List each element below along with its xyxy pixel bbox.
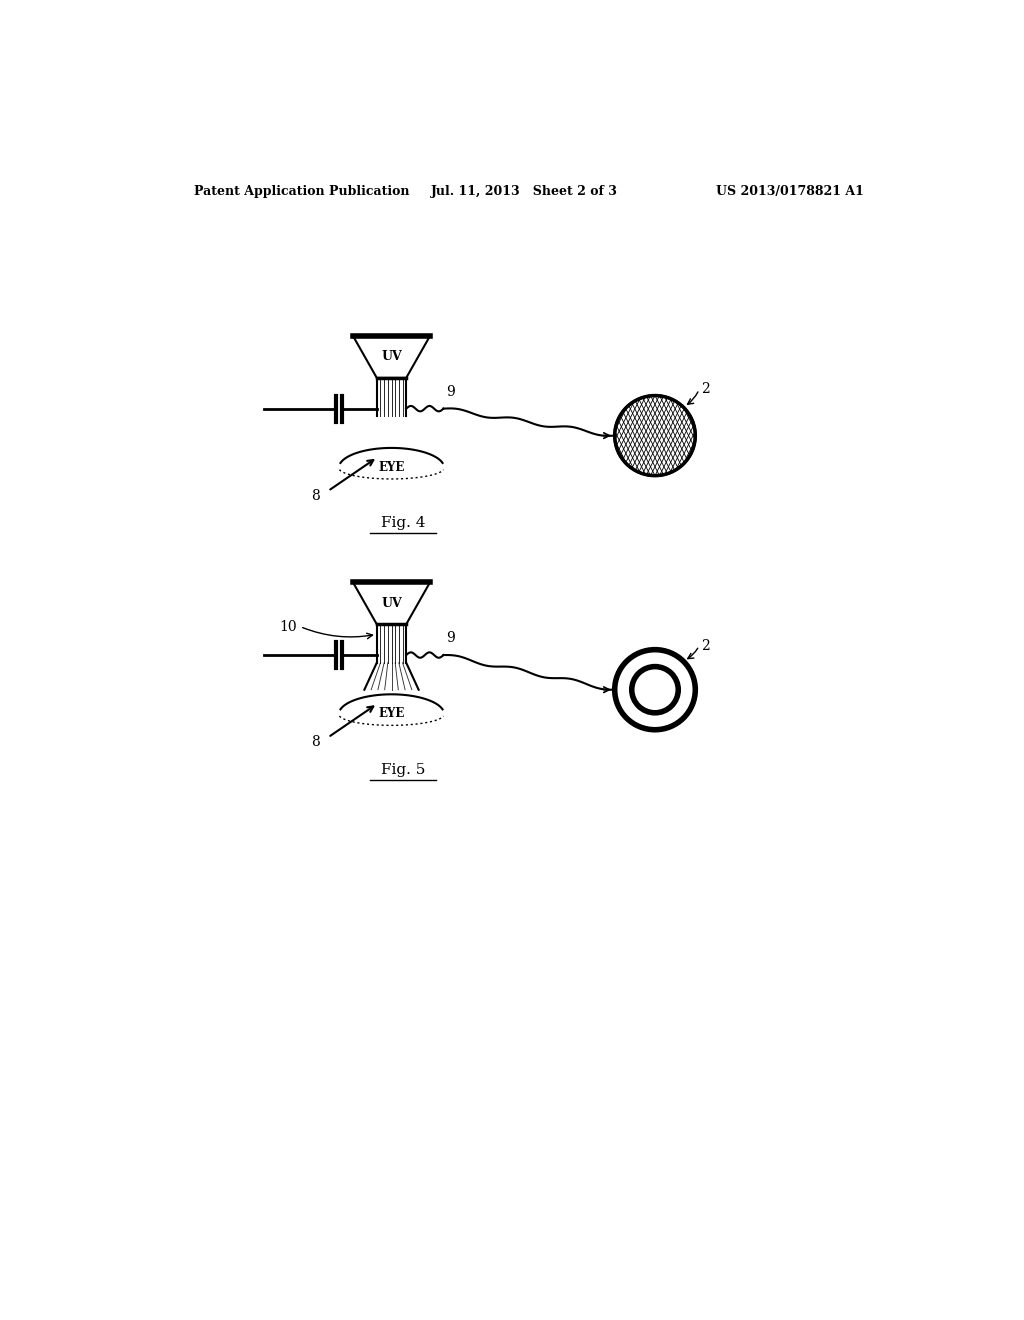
Text: 8: 8 [311,488,321,503]
Text: 8: 8 [311,735,321,748]
Text: 10: 10 [280,619,297,634]
Text: EYE: EYE [378,708,404,721]
Text: 2: 2 [701,383,711,396]
Text: EYE: EYE [378,461,404,474]
Text: US 2013/0178821 A1: US 2013/0178821 A1 [717,185,864,198]
Circle shape [614,396,695,475]
Circle shape [614,649,695,730]
Text: UV: UV [381,350,401,363]
Circle shape [632,667,678,713]
Polygon shape [352,582,430,624]
Text: 9: 9 [446,384,456,399]
Polygon shape [352,335,430,378]
Text: Patent Application Publication: Patent Application Publication [194,185,410,198]
Text: UV: UV [381,597,401,610]
Text: Fig. 5: Fig. 5 [381,763,425,777]
Text: Fig. 4: Fig. 4 [381,516,425,531]
Text: 2: 2 [701,639,711,653]
Text: Jul. 11, 2013   Sheet 2 of 3: Jul. 11, 2013 Sheet 2 of 3 [431,185,618,198]
Text: 9: 9 [446,631,456,645]
